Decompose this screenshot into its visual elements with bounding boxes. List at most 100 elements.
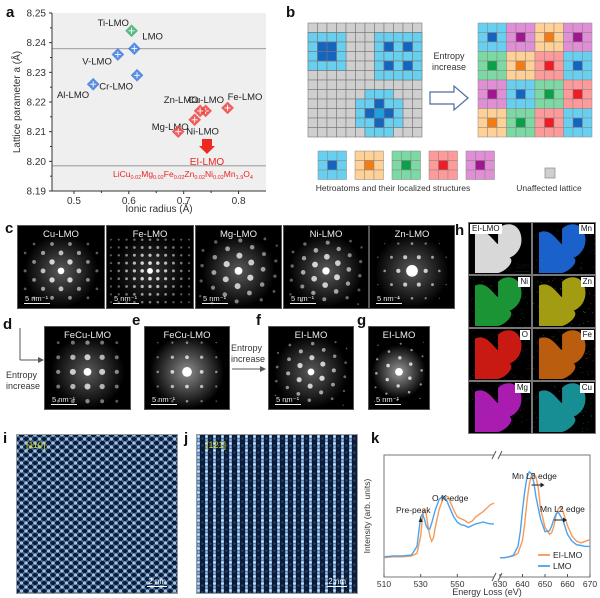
scale-bar: 5 nm⁻¹ (51, 395, 77, 405)
entropy-axis-label-line2: increase (6, 381, 40, 392)
image-title: EI-LMO (369, 330, 429, 341)
image-title: Zn-LMO (370, 229, 454, 240)
element-label: EI-LMO (470, 224, 502, 234)
hrstem-image-121: [121] 2 nm (196, 434, 358, 594)
scale-bar: 5 nm⁻¹ (151, 395, 177, 405)
x-tick-label: 510 (377, 579, 391, 589)
element-label: Cu (580, 383, 594, 393)
x-tick-label: 530 (414, 579, 428, 589)
zone-axis-label: [110] (26, 440, 45, 450)
scale-bar: 5 nm⁻¹ (290, 294, 316, 304)
element-label: Mn (579, 224, 594, 234)
point-label: LMO (142, 32, 163, 43)
legend-label: EI-LMO (553, 550, 583, 560)
point-label: Al-LMO (57, 90, 89, 101)
unaffected-lattice-tile (545, 168, 555, 178)
panel-label-g: g (357, 312, 366, 329)
high-entropy-lattice-grid (478, 23, 592, 137)
hrstem-image-110: [110] 2 nm (16, 434, 178, 594)
element-label: O (520, 330, 530, 340)
eds-map-cu: Cu (532, 381, 596, 434)
x-tick-label: 660 (560, 579, 574, 589)
saed-ei-lmo-f: EI-LMO 5 nm⁻¹ (268, 326, 354, 410)
saed-ei-lmo-g: EI-LMO 5 nm⁻¹ (368, 326, 430, 410)
eds-map-zn: Zn (532, 275, 596, 328)
ei-lmo-annotation: EI-LMO (190, 157, 225, 168)
point-label: Cu-LMO (188, 95, 224, 106)
saed-zn-lmo: Zn-LMO 5 nm⁻¹ (369, 225, 455, 309)
image-title: Ni-LMO (284, 229, 368, 240)
saed-ni-lmo: Ni-LMO 5 nm⁻¹ (283, 225, 369, 309)
y-tick-label: 8.20 (27, 157, 47, 168)
y-tick-label: 8.22 (27, 98, 47, 109)
eds-map-fe: Fe (532, 328, 596, 381)
x-axis-label: Ionic radius (Å) (125, 202, 192, 215)
element-label: Mg (515, 383, 530, 393)
panel-label-i: i (3, 430, 7, 447)
image-title: Mg-LMO (196, 229, 281, 240)
annotation-mn-l2-edge: Mn L2 edge (540, 504, 585, 514)
element-label: Zn (581, 277, 594, 287)
y-tick-label: 8.24 (27, 38, 47, 49)
x-tick-label: 0.5 (67, 196, 81, 207)
panel-label-e: e (132, 312, 140, 329)
y-axis-label: Lattice parameter a (Å) (10, 51, 23, 153)
panel-label-d: d (3, 316, 12, 333)
element-label: Fe (581, 330, 594, 340)
legend-caption: Hetroatoms and their localized structure… (316, 183, 471, 193)
scale-bar: 5 nm⁻¹ (375, 395, 401, 405)
saed-fecu-lmo-e: FeCu-LMO 5 nm⁻¹ (144, 326, 230, 410)
x-tick-label: 650 (538, 579, 552, 589)
ordered-lattice-grid (308, 23, 422, 137)
eds-map-ei-lmo: EI-LMO 1μm (468, 222, 532, 275)
scale-bar: 5 nm⁻¹ (275, 395, 301, 405)
scale-bar: 5 nm⁻¹ (24, 294, 50, 304)
panel-label-h: h (455, 222, 464, 239)
scale-bar: 5 nm⁻¹ (113, 294, 139, 304)
image-title: FeCu-LMO (145, 330, 229, 341)
element-label: Ni (518, 277, 530, 287)
legend-tile-cyan (318, 151, 347, 180)
legend-tiles (318, 151, 495, 180)
saed-cu-lmo: Cu-LMO 5 nm⁻¹ (17, 225, 105, 309)
image-title: EI-LMO (269, 330, 353, 341)
image-title: Cu-LMO (18, 229, 104, 240)
y-tick-label: 8.19 (27, 187, 47, 198)
saed-mg-lmo: Mg-LMO 5 nm⁻¹ (195, 225, 282, 309)
point-label: Fe-LMO (228, 92, 263, 103)
legend-tile-purple (466, 151, 495, 180)
entropy-arrow-icon (231, 364, 267, 374)
entropy-axis-label-line1: Entropy (6, 370, 40, 381)
y-axis-label: Intensity (arb. units) (362, 479, 372, 554)
x-tick-label: 0.8 (232, 196, 246, 207)
panel-label-j: j (184, 430, 188, 447)
eds-map-o: O (468, 328, 532, 381)
x-tick-label: 670 (583, 579, 597, 589)
entropy-label-line1: Entropy (433, 51, 465, 61)
lattice-parameter-chart: 8.198.208.218.228.238.248.250.5 0.6 0.7 0.8… (0, 0, 290, 215)
saed-fe-lmo: Fe-LMO 5 nm⁻¹ (106, 225, 194, 309)
eds-map-mn: Mn (532, 222, 596, 275)
point-label: Cr-LMO (99, 81, 133, 92)
legend-tile-orange (355, 151, 384, 180)
y-tick-label: 8.23 (27, 68, 47, 79)
entropy-arrow-label-line1: Entropy (231, 343, 265, 354)
eels-spectrum-chart: 510 530 550 630 640 650 660 670 Pre-peakO K-edg… (360, 440, 600, 598)
entropy-axis-icon (14, 326, 44, 366)
entropy-label-line2: increase (432, 62, 466, 72)
unaffected-caption: Unaffected lattice (516, 183, 582, 193)
image-title: Fe-LMO (107, 229, 193, 240)
image-title: FeCu-LMO (45, 330, 130, 341)
scale-bar: 1μm (515, 263, 529, 272)
scale-bar: 5 nm⁻¹ (376, 294, 402, 304)
scale-bar: 2 nm (327, 577, 347, 587)
zone-axis-label: [121] (206, 440, 226, 450)
y-tick-label: 8.21 (27, 127, 47, 138)
annotation-o-k-edge: O K-edge (432, 493, 469, 503)
point-label: Ti-LMO (98, 18, 129, 29)
entropy-arrow-icon (430, 86, 468, 110)
legend-tile-red (429, 151, 458, 180)
panel-label-c: c (5, 220, 13, 237)
annotation-mn-l3-edge: Mn L3 edge (512, 471, 557, 481)
x-axis-label: Energy Loss (eV) (452, 587, 522, 597)
